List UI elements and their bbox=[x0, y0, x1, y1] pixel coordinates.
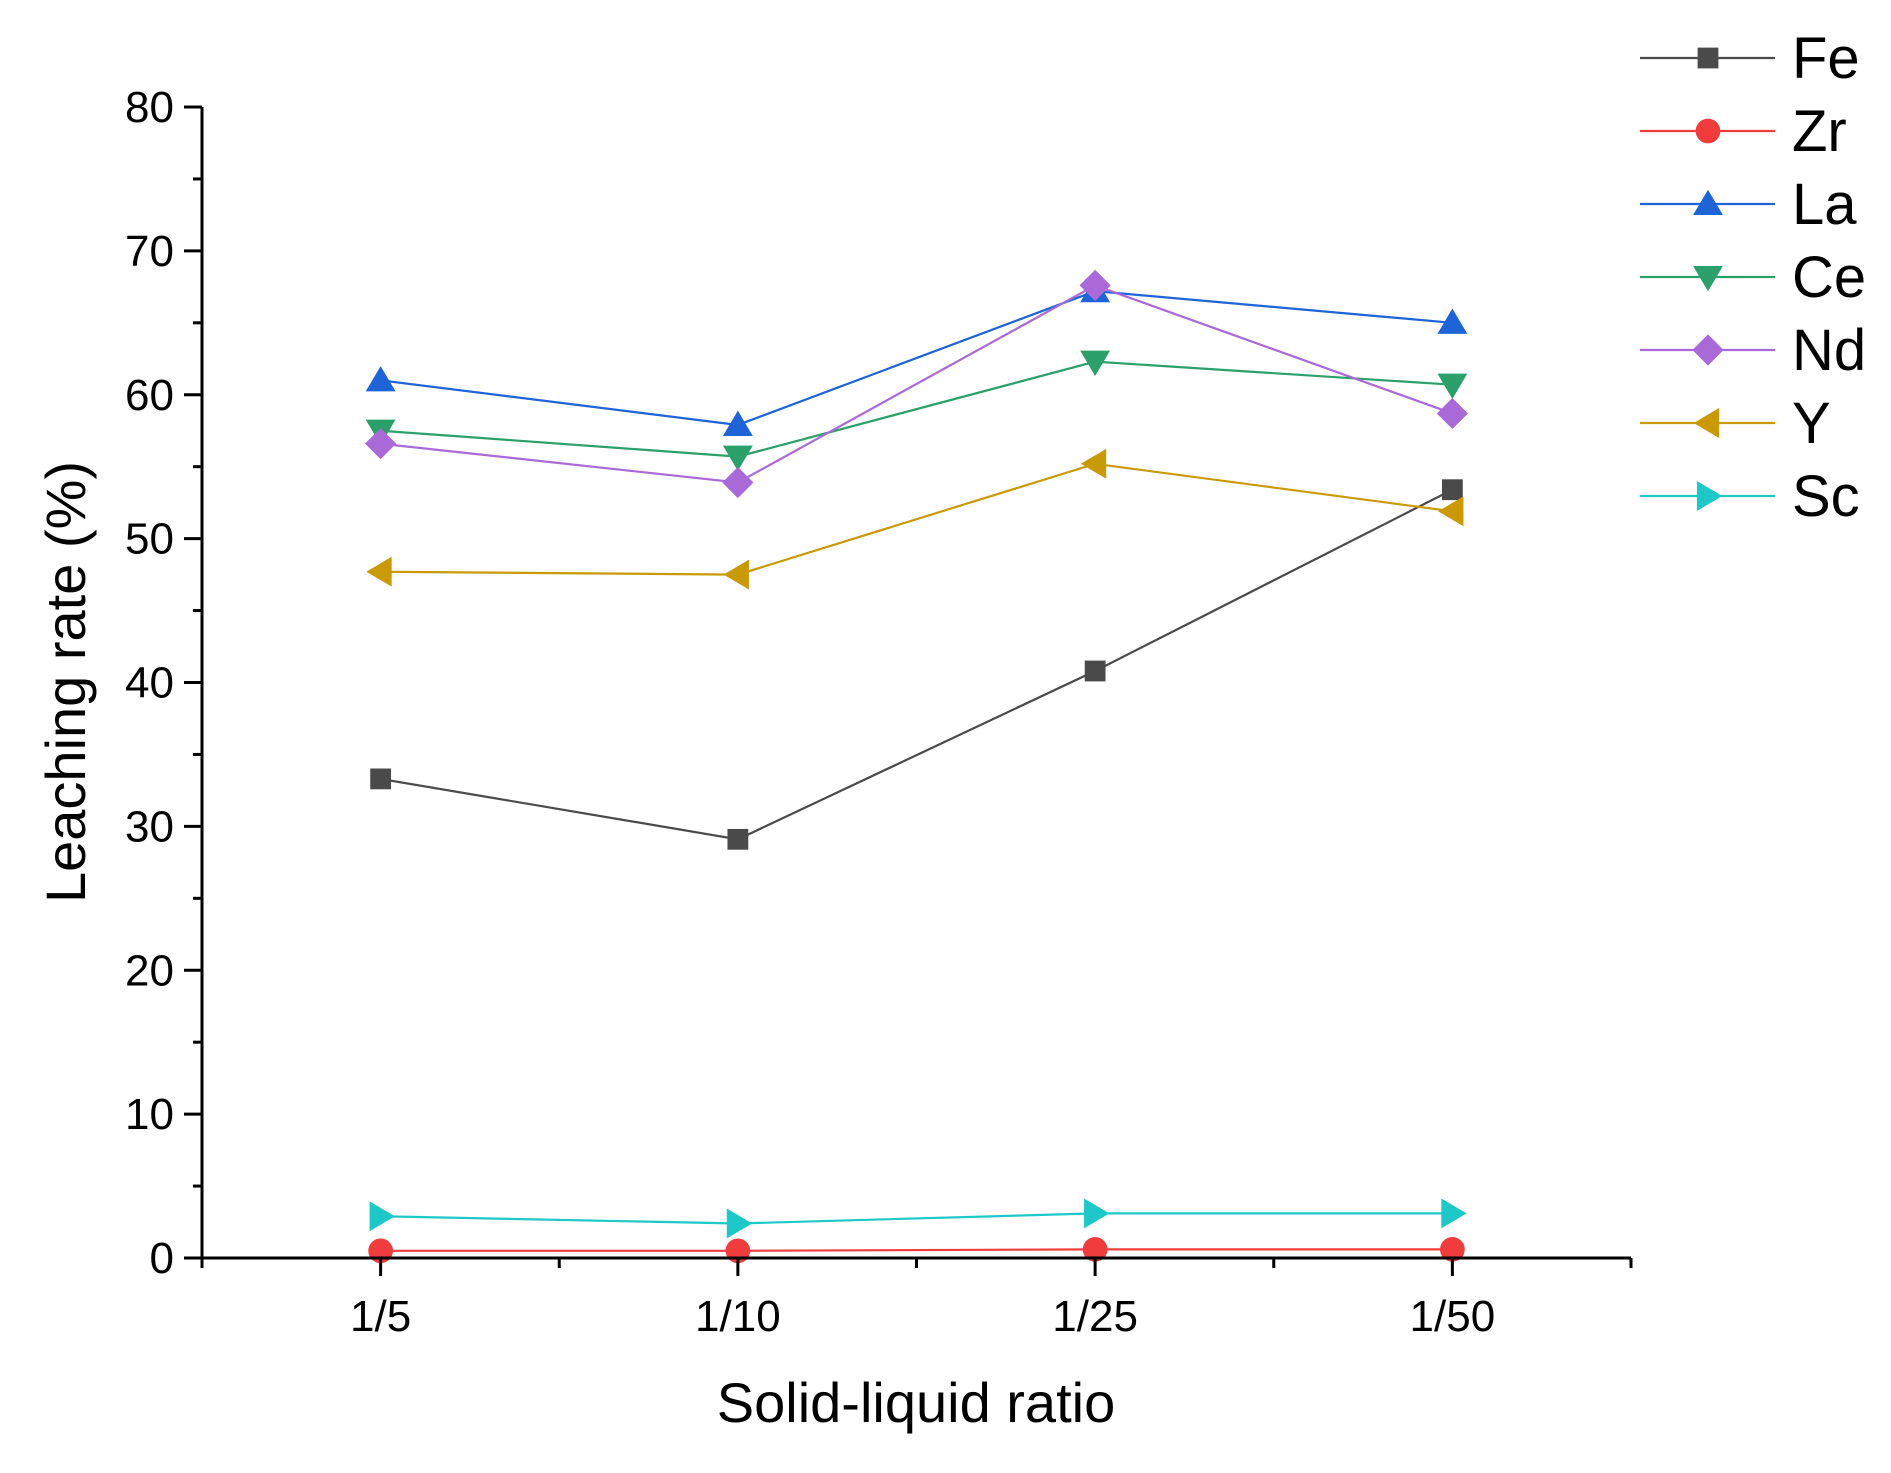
data-point-la bbox=[1437, 308, 1468, 334]
series-line-la bbox=[380, 290, 1453, 427]
data-point-nd bbox=[722, 466, 754, 499]
y-tick-label: 40 bbox=[125, 659, 174, 708]
legend-label-y: Y bbox=[1792, 391, 1831, 456]
x-ticks: 1/5 1/10 1/25 1/50 bbox=[200, 1258, 1633, 1341]
legend-label-sc: Sc bbox=[1792, 464, 1860, 529]
series-line-sc bbox=[380, 1212, 1453, 1225]
legend-marker-zr bbox=[1695, 118, 1721, 144]
y-tick-label: 0 bbox=[150, 1234, 174, 1283]
y-tick-label: 80 bbox=[125, 83, 174, 132]
series-line-zr bbox=[380, 1248, 1453, 1252]
legend-label-la: La bbox=[1792, 172, 1857, 237]
x-tick-label: 1/10 bbox=[695, 1292, 781, 1341]
data-point-zr bbox=[1440, 1237, 1465, 1262]
data-point-sc bbox=[369, 1201, 395, 1232]
y-tick-label: 60 bbox=[125, 371, 174, 420]
legend-label-nd: Nd bbox=[1792, 318, 1866, 383]
legend-marker-nd bbox=[1692, 334, 1724, 366]
x-tick-label: 1/5 bbox=[350, 1292, 411, 1341]
data-point-nd bbox=[365, 428, 397, 460]
y-ticks: 0 10 20 30 40 50 60 70 80 bbox=[125, 83, 202, 1283]
data-point-fe bbox=[370, 768, 392, 790]
data-point-y bbox=[1080, 448, 1107, 479]
legend: Fe Zr La Ce Nd Y Sc bbox=[1640, 26, 1866, 529]
legend-marker-fe bbox=[1697, 47, 1719, 69]
data-point-la bbox=[365, 366, 396, 392]
legend-marker-la bbox=[1693, 189, 1723, 216]
y-tick-label: 10 bbox=[125, 1090, 174, 1139]
series-line-ce bbox=[380, 360, 1453, 458]
axes bbox=[200, 107, 1631, 1260]
series-markers bbox=[365, 269, 1468, 1264]
y-tick-label: 70 bbox=[125, 227, 174, 276]
x-tick-label: 1/25 bbox=[1052, 1292, 1138, 1341]
series-line-y bbox=[380, 462, 1453, 576]
data-point-sc bbox=[1441, 1198, 1467, 1229]
data-point-y bbox=[1438, 496, 1464, 527]
series-line-nd bbox=[380, 284, 1453, 484]
legend-label-zr: Zr bbox=[1792, 99, 1847, 164]
legend-marker-y bbox=[1693, 408, 1720, 438]
data-point-y bbox=[723, 559, 749, 590]
series-line-fe bbox=[380, 488, 1453, 841]
y-axis-title: Leaching rate (%) bbox=[34, 461, 97, 903]
data-point-nd bbox=[1436, 397, 1468, 430]
legend-marker-sc bbox=[1696, 481, 1723, 511]
data-point-sc bbox=[726, 1208, 753, 1239]
x-axis-title: Solid-liquid ratio bbox=[717, 1371, 1115, 1434]
data-point-la bbox=[722, 410, 753, 437]
data-point-fe bbox=[1084, 660, 1106, 682]
data-point-fe bbox=[727, 828, 749, 850]
data-point-zr bbox=[1082, 1237, 1108, 1262]
legend-label-fe: Fe bbox=[1792, 26, 1860, 91]
data-point-fe bbox=[1441, 479, 1463, 501]
y-tick-label: 20 bbox=[125, 946, 174, 995]
data-point-ce bbox=[1080, 350, 1111, 376]
x-tick-label: 1/50 bbox=[1410, 1292, 1496, 1341]
data-point-y bbox=[366, 556, 392, 587]
series-lines bbox=[380, 284, 1453, 1252]
data-point-sc bbox=[1084, 1198, 1110, 1229]
data-point-ce bbox=[722, 445, 753, 471]
data-point-ce bbox=[1437, 373, 1468, 399]
legend-label-ce: Ce bbox=[1792, 245, 1866, 310]
y-tick-label: 30 bbox=[125, 802, 174, 851]
data-point-nd bbox=[1079, 269, 1111, 302]
legend-marker-ce bbox=[1693, 265, 1723, 292]
y-tick-label: 50 bbox=[125, 515, 174, 564]
